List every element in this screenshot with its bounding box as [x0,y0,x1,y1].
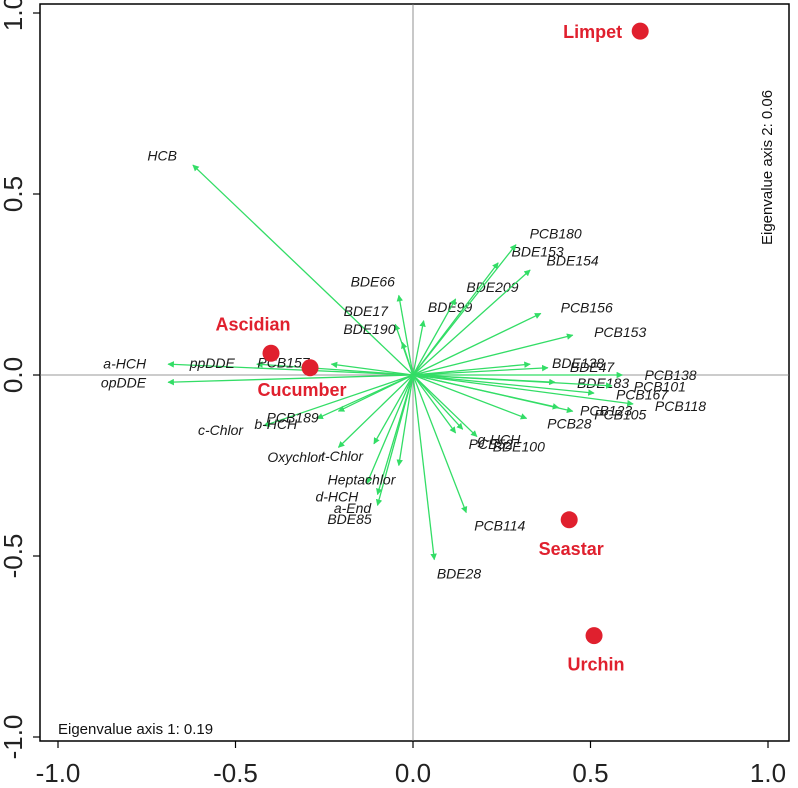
eigenvalue-axis2-label: Eigenvalue axis 2: 0.06 [759,90,776,245]
variable-label-bde28: BDE28 [437,566,482,582]
variable-label-pcb153: PCB153 [594,324,646,340]
variable-label-d-hch: d-HCH [315,488,359,504]
sample-points: Limpet Ascidian Cucumber Seastar Urchin [215,22,649,675]
variable-label-oxychlor: Oxychlor [267,449,324,465]
arrow-a-hch [167,361,414,376]
variable-label-pcb123: PCB123 [580,403,632,419]
x-tick-label: -1.0 [36,758,81,788]
arrow-bde47 [412,364,549,376]
arrow-ppdde [256,361,414,376]
arrow-bde138 [412,361,531,376]
variable-label-bde190: BDE190 [343,321,395,337]
variable-label-pcb138: PCB138 [644,367,696,383]
variable-label-pcb180: PCB180 [530,226,582,242]
arrow-pcb189 [337,374,414,412]
sample-point-seastar [560,511,578,529]
variable-label-opdde: opDDE [101,375,147,391]
variable-label-pcb101: PCB101 [634,379,686,395]
variable-label-bde47: BDE47 [570,359,616,375]
arrow-opdde [167,374,414,386]
arrow-oxychlor [337,374,414,448]
sample-point-ascidian [262,344,280,362]
arrow-pcb157 [330,361,414,376]
arrow-pcb52 [412,374,457,434]
variable-label-pcb52: PCB52 [469,436,514,452]
eigenvalue-axis1-label: Eigenvalue axis 1: 0.19 [58,721,213,738]
variable-label-pcb28: PCB28 [547,415,592,431]
sample-point-limpet [631,22,649,40]
variable-label-bde154: BDE154 [547,253,599,269]
variable-label-bde153: BDE153 [512,244,564,260]
sample-label-seastar: Seastar [539,539,604,559]
arrow-pcb180 [412,244,517,376]
variable-label-bde66: BDE66 [351,274,396,290]
sample-point-cucumber [301,359,319,377]
arrow-d-hch [366,374,414,485]
variable-label-pcb114: PCB114 [474,518,525,534]
y-tick-label: -0.5 [0,534,28,579]
sample-label-limpet: Limpet [563,22,622,42]
arrow-pcb101 [412,374,613,389]
sample-label-urchin: Urchin [568,655,625,675]
x-tick-label: 1.0 [750,758,786,788]
variable-label-pcb105: PCB105 [594,406,646,422]
arrow-c-chlor [263,374,414,427]
variable-label-bde100: BDE100 [493,438,545,454]
y-tick-label: 0.0 [0,357,28,393]
variable-label-bde17: BDE17 [344,303,390,319]
plot-frame [39,3,790,742]
y-tick-label: 0.5 [0,176,28,212]
variable-label-a-hch: a-HCH [103,356,147,372]
sample-label-ascidian: Ascidian [215,314,290,334]
variable-label-a-end: a-End [334,500,373,516]
arrow-pcb167 [412,374,595,396]
sample-point-urchin [585,627,603,645]
arrow-bde85 [375,374,414,506]
variable-label-pcb189: PCB189 [267,409,319,425]
arrow-bde99 [412,320,426,376]
arrow-pcb156 [412,312,542,376]
x-tick-label: 0.0 [395,758,431,788]
variable-label-ppdde: ppDDE [189,355,236,371]
variable-label-b-hch: b-HCH [254,416,298,432]
arrow-bde154 [412,269,531,376]
variable-label-bde99: BDE99 [428,299,473,315]
variable-label-bde183: BDE183 [577,375,629,391]
arrow-pcb105 [412,374,574,414]
y-tick-label: -1.0 [0,715,28,760]
arrow-hcb [192,164,414,376]
arrow-t-chlor [373,374,414,445]
arrow-pcb114 [412,374,468,514]
variable-label-bde138: BDE138 [552,355,604,371]
arrow-heptachlor [396,374,414,467]
arrow-pcb153 [412,333,574,376]
variable-label-hcb: HCB [147,147,177,163]
variable-label-t-chlor: t-Chlor [321,448,364,464]
variable-label-c-chlor: c-Chlor [198,422,244,438]
arrow-bde100 [412,374,478,438]
variable-label-g-hch: g-HCH [478,432,522,448]
arrow-pcb28 [412,374,528,420]
arrow-bde190 [401,341,414,376]
x-tick-label: 0.5 [572,758,608,788]
arrow-bde209 [412,298,457,376]
variable-label-pcb118: PCB118 [655,398,706,414]
sample-label-cucumber: Cucumber [258,380,347,400]
variable-label-bde85: BDE85 [327,511,372,527]
arrow-bde28 [412,374,437,561]
variable-label-pcb156: PCB156 [561,299,613,315]
variable-label-heptachlor: Heptachlor [328,471,397,487]
y-tick-label: 1.0 [0,0,28,31]
arrow-g-hch [412,374,464,430]
arrow-pcb118 [412,374,634,407]
x-tick-label: -0.5 [213,758,258,788]
arrow-bde66 [396,294,414,376]
variable-label-pcb167: PCB167 [616,386,669,402]
